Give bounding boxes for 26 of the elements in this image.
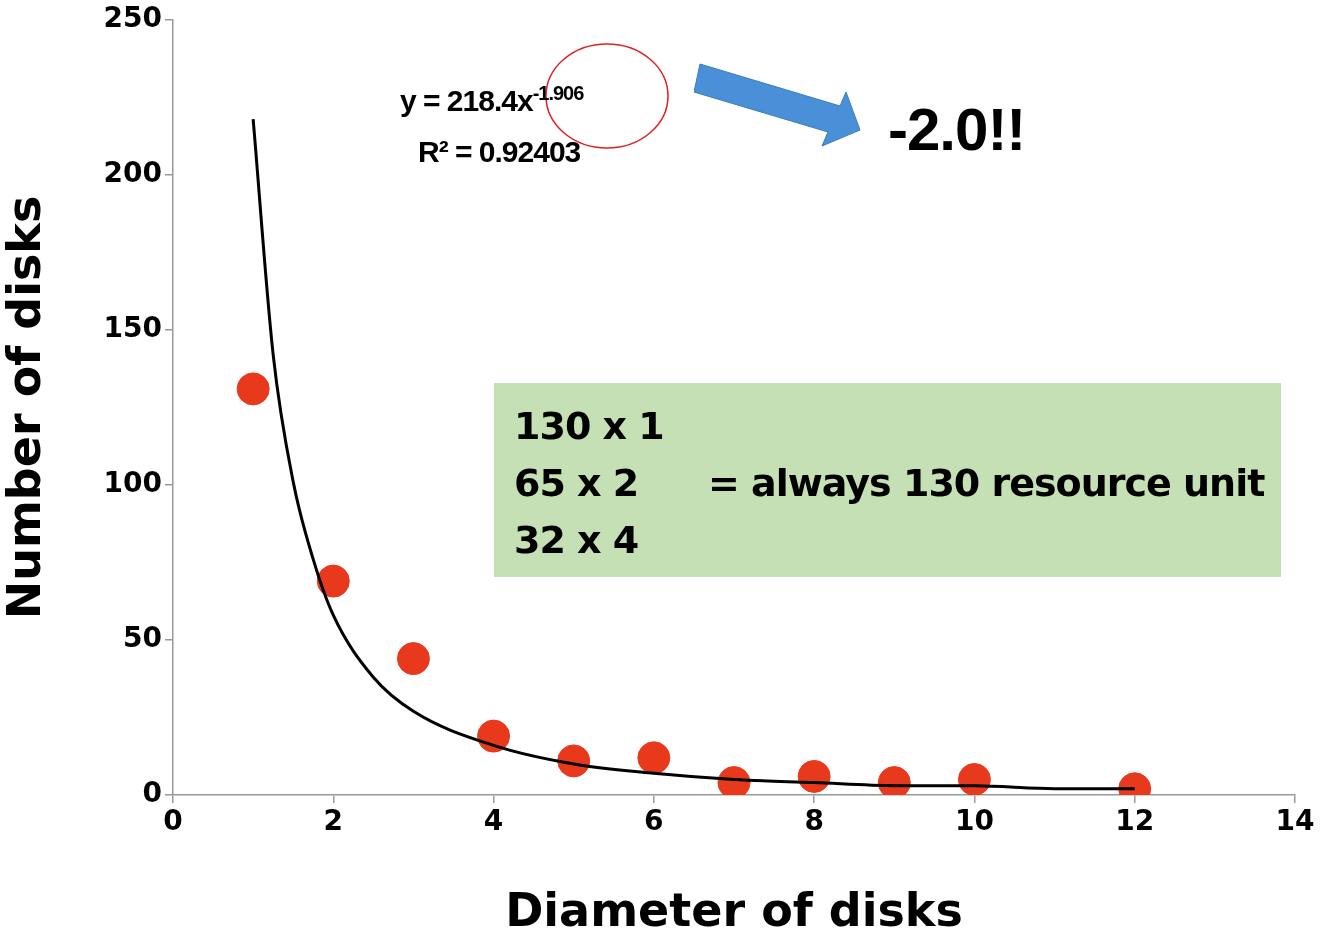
annotation: -2.0!! [888, 95, 1026, 164]
x-tick-label: 14 [1275, 804, 1315, 838]
x-axis-title: Diameter of disks [505, 883, 963, 938]
y-tick-label: 200 [103, 156, 162, 190]
annotation: 65 x 2 [514, 461, 639, 505]
point [316, 564, 350, 598]
annotation: R² = 0.92403 [418, 135, 581, 169]
y-tick-label: 150 [103, 311, 162, 345]
point [396, 642, 430, 676]
y-tick-label: 50 [123, 621, 162, 655]
x-tick-label: 12 [1115, 804, 1155, 838]
annotation: 32 x 4 [514, 518, 639, 562]
x-tick-label: 6 [644, 804, 664, 838]
y-axis-title: Number of disks [0, 195, 51, 620]
y-tick-label: 100 [103, 466, 162, 500]
y-tick-label: 0 [142, 776, 162, 810]
y-tick-label: 250 [103, 1, 162, 35]
x-tick-label: 4 [483, 804, 504, 838]
x-tick-label: 10 [954, 804, 994, 838]
x-tick-label: 8 [804, 804, 824, 838]
annotation: = always 130 resource unit [708, 461, 1265, 505]
annotation: 130 x 1 [514, 404, 664, 448]
x-tick-label: 0 [163, 804, 183, 838]
point [637, 741, 671, 775]
point [236, 372, 270, 406]
x-tick-label: 2 [323, 804, 344, 838]
